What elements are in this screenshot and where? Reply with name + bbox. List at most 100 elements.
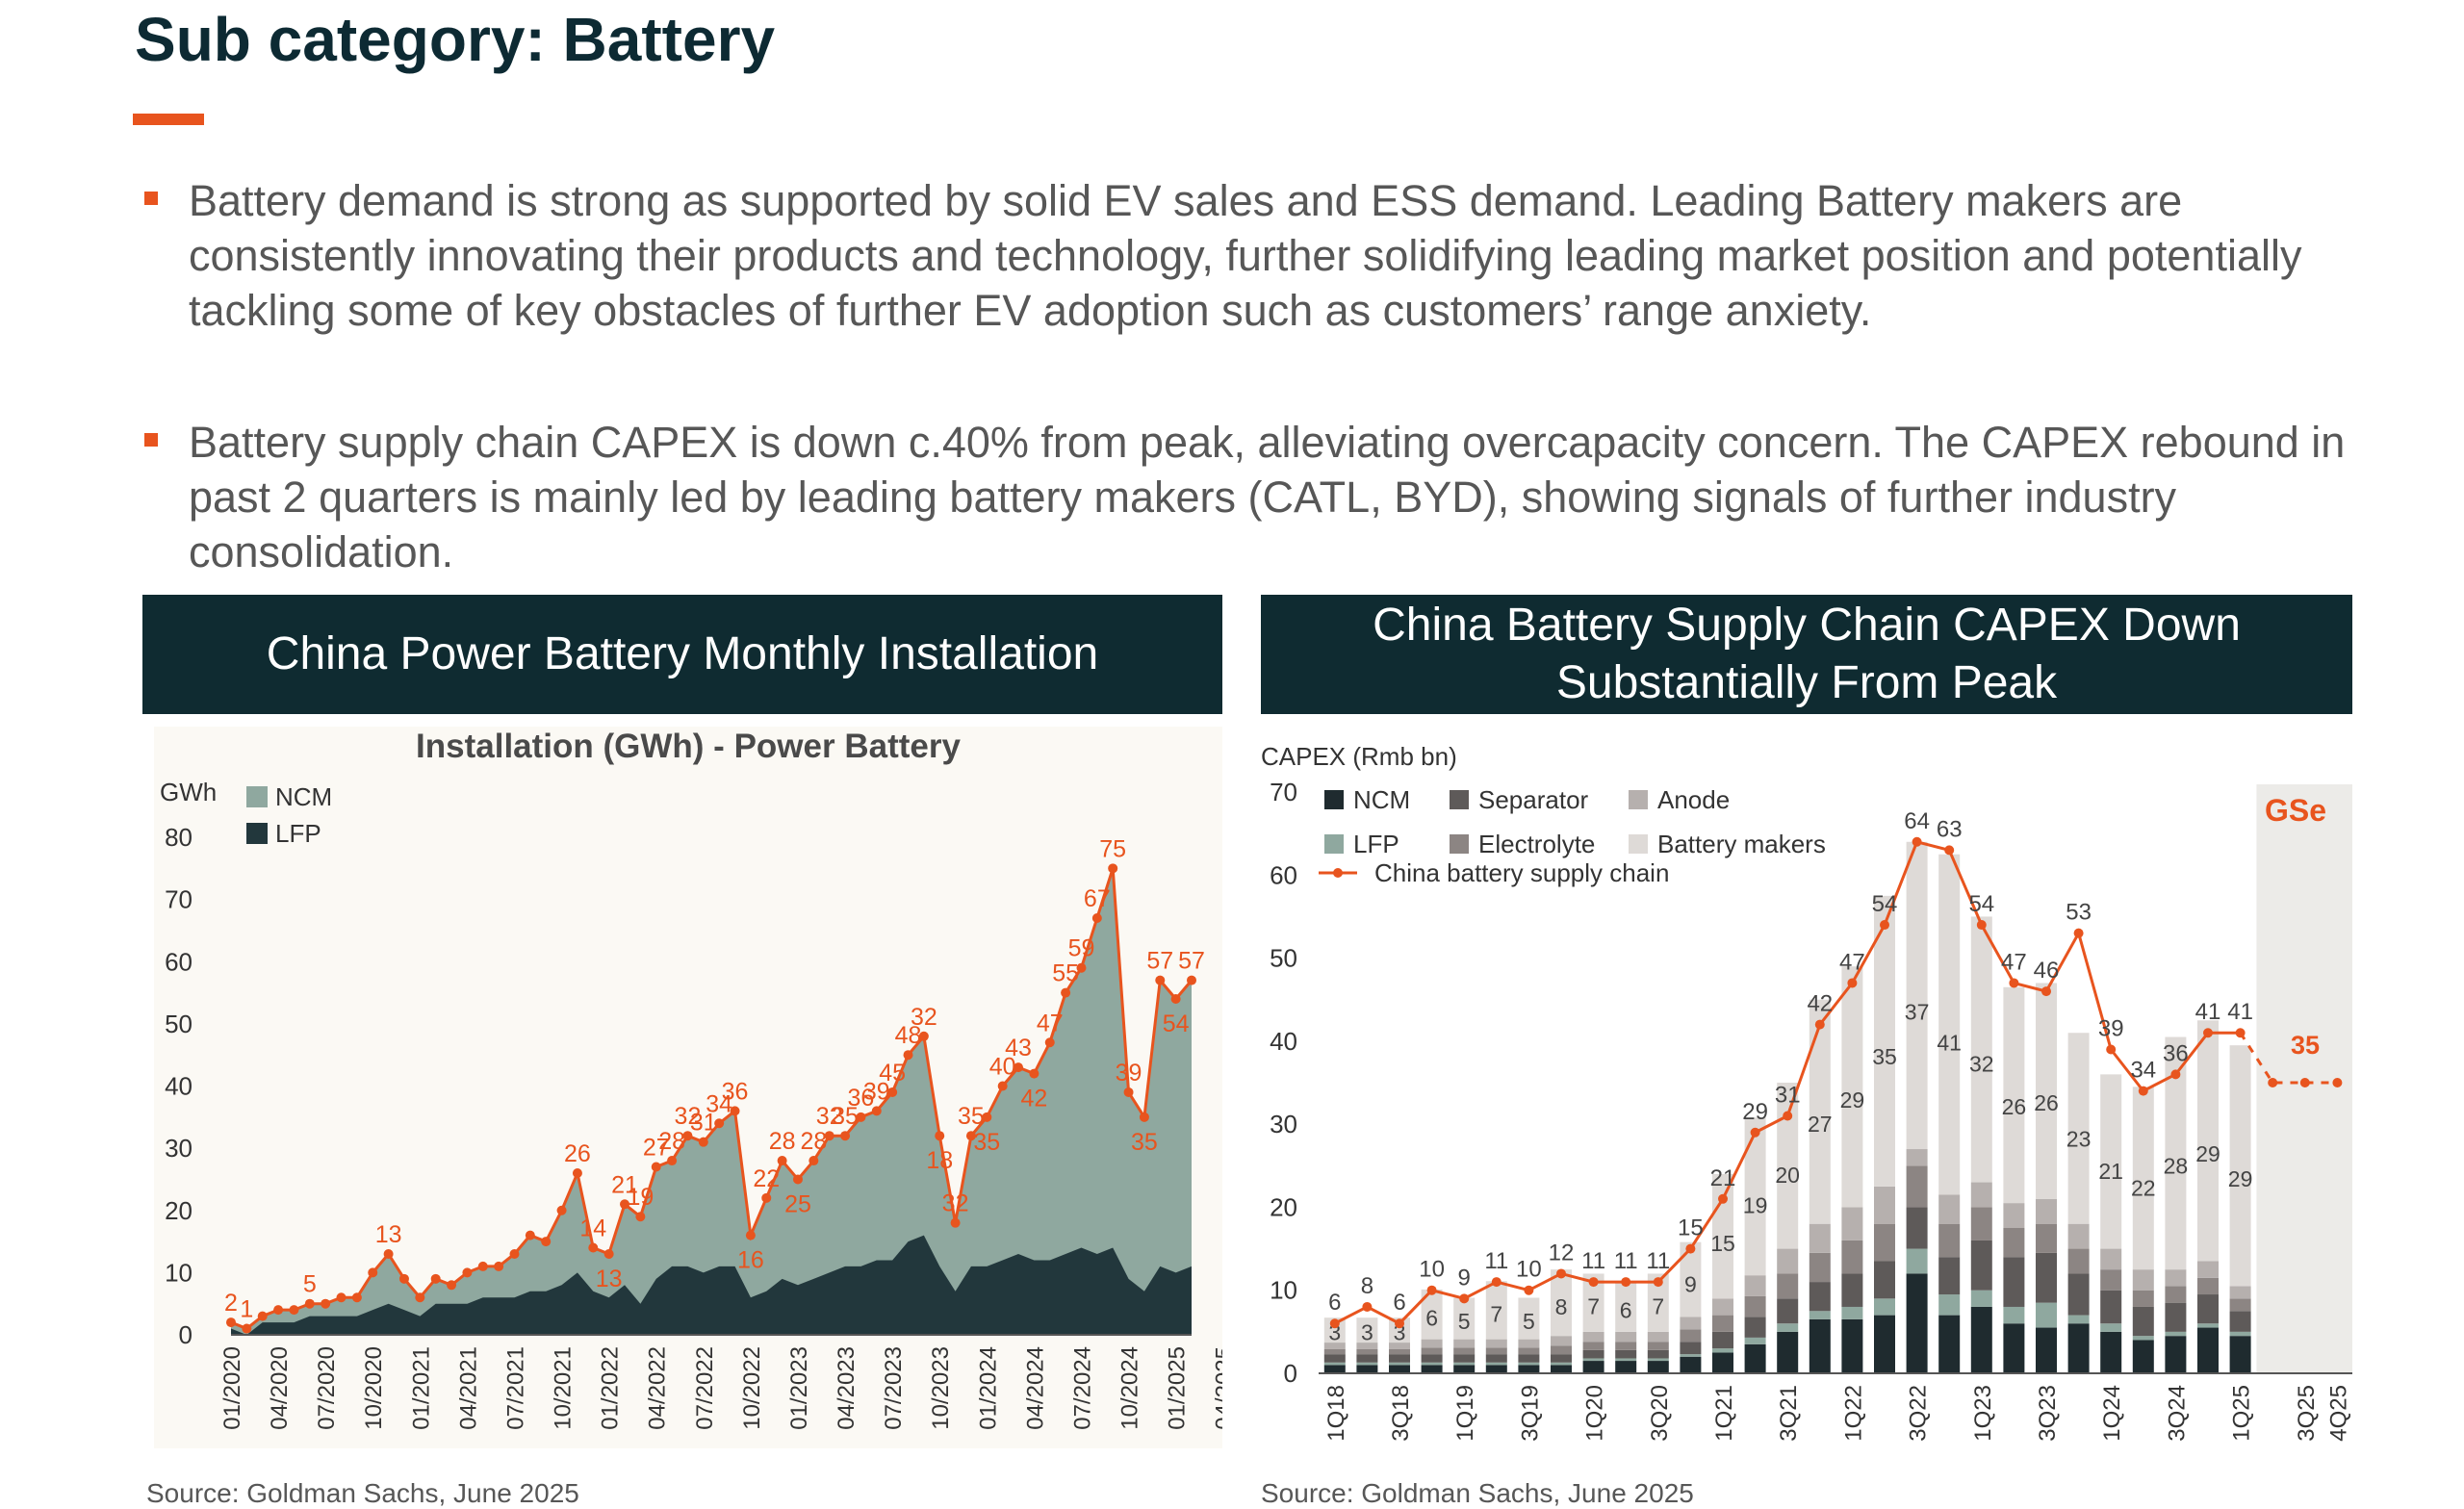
battery-maker-value-label: 28 bbox=[2164, 1153, 2189, 1178]
bar-segment bbox=[1551, 1269, 1572, 1337]
total-point bbox=[777, 1156, 787, 1166]
bar-segment bbox=[1551, 1365, 1572, 1373]
total-point bbox=[304, 1298, 315, 1309]
capex-total-label: 63 bbox=[1937, 816, 1963, 842]
bar-segment bbox=[1453, 1365, 1476, 1373]
capex-total-label: 11 bbox=[1646, 1248, 1670, 1274]
x-tick-label: 07/2020 bbox=[314, 1346, 340, 1430]
bar-segment bbox=[1970, 1290, 1992, 1307]
x-tick-label: 01/2023 bbox=[786, 1346, 812, 1430]
bar-segment bbox=[1680, 1342, 1702, 1355]
bar-segment bbox=[2165, 1036, 2187, 1270]
bar-segment bbox=[1389, 1354, 1410, 1363]
battery-maker-value-label: 3 bbox=[1361, 1319, 1373, 1344]
bar-segment bbox=[1356, 1348, 1378, 1355]
bar-segment bbox=[2132, 1336, 2154, 1341]
bar-segment bbox=[1582, 1273, 1604, 1332]
bar-segment bbox=[1551, 1336, 1572, 1346]
total-point bbox=[351, 1292, 362, 1303]
capex-chart: GSe CAPEX (Rmb bn) 0 10 20 30 40 50 60 70 NCM Separ… bbox=[1261, 742, 2362, 1442]
legend-swatch bbox=[1629, 790, 1648, 809]
data-label: 28 bbox=[658, 1128, 685, 1155]
total-point bbox=[792, 1174, 803, 1185]
total-point bbox=[1091, 913, 1102, 924]
total-point bbox=[1108, 863, 1118, 874]
total-point bbox=[336, 1292, 346, 1303]
bar-segment bbox=[1680, 1241, 1702, 1317]
bar-segment bbox=[2197, 1327, 2219, 1373]
total-point bbox=[447, 1280, 457, 1291]
bar-segment bbox=[1680, 1356, 1702, 1373]
x-tick-label: 01/2024 bbox=[975, 1346, 1001, 1430]
data-label: 13 bbox=[596, 1266, 623, 1292]
battery-maker-value-label: 27 bbox=[1808, 1112, 1833, 1137]
bar-segment bbox=[1938, 1257, 1961, 1295]
bar-segment bbox=[1906, 841, 1928, 1150]
battery-maker-value-label: 35 bbox=[1872, 1044, 1897, 1069]
capex-total-point bbox=[1426, 1285, 1437, 1295]
bar-segment bbox=[2100, 1323, 2122, 1332]
data-label: 22 bbox=[753, 1165, 780, 1192]
bullet-text: Battery supply chain CAPEX is down c.40%… bbox=[189, 418, 2346, 576]
data-label: 32 bbox=[942, 1190, 969, 1217]
chart-title: Installation (GWh) - Power Battery bbox=[416, 728, 961, 765]
data-label: 5 bbox=[303, 1271, 317, 1298]
x-tick-label: 3Q21 bbox=[1776, 1385, 1802, 1442]
bar-segment bbox=[2229, 1336, 2251, 1373]
bar-segment bbox=[1712, 1331, 1733, 1349]
battery-maker-value-label: 26 bbox=[2034, 1090, 2059, 1115]
bar-segment bbox=[1518, 1297, 1540, 1340]
bullet-item: Battery supply chain CAPEX is down c.40%… bbox=[144, 415, 2374, 579]
total-point bbox=[383, 1248, 394, 1259]
data-label: 47 bbox=[1037, 1010, 1064, 1036]
bar-segment bbox=[2197, 1277, 2219, 1295]
capex-total-label: 6 bbox=[1328, 1290, 1341, 1316]
y-tick-label: 30 bbox=[165, 1134, 192, 1163]
bar-segment bbox=[2132, 1306, 2154, 1337]
bar-segment bbox=[1485, 1281, 1507, 1340]
capex-total-point bbox=[1847, 978, 1858, 988]
battery-maker-value-label: 21 bbox=[2098, 1159, 2123, 1184]
capex-total-label: 6 bbox=[1393, 1290, 1405, 1316]
bar-segment bbox=[1323, 1343, 1346, 1349]
bar-segment bbox=[1356, 1354, 1378, 1363]
capex-total-label: 11 bbox=[1484, 1248, 1508, 1274]
bar-segment bbox=[1615, 1282, 1637, 1332]
bar-segment bbox=[1874, 895, 1895, 1187]
x-tick-label: 04/2022 bbox=[645, 1346, 671, 1430]
bar-segment bbox=[1906, 1165, 1928, 1208]
x-tick-label: 1Q21 bbox=[1711, 1385, 1737, 1442]
total-point bbox=[620, 1199, 630, 1210]
capex-total-point bbox=[2203, 1028, 2213, 1038]
data-label: 2 bbox=[224, 1290, 238, 1317]
bar-segment bbox=[1970, 1240, 1992, 1291]
bar-segment bbox=[1777, 1273, 1799, 1299]
ncm-area bbox=[231, 868, 1192, 1335]
battery-maker-value-label: 15 bbox=[1710, 1231, 1735, 1256]
total-point bbox=[1123, 1087, 1134, 1097]
bar-segment bbox=[1485, 1347, 1507, 1355]
bar-segment bbox=[1874, 1315, 1895, 1373]
capex-total-point bbox=[1395, 1318, 1404, 1329]
capex-total-point bbox=[1329, 1318, 1340, 1329]
data-label: 48 bbox=[895, 1022, 922, 1049]
bar-segment bbox=[1453, 1339, 1476, 1348]
battery-maker-value-label: 26 bbox=[2002, 1094, 2027, 1119]
bar-segment bbox=[1615, 1331, 1637, 1343]
bar-segment bbox=[1647, 1342, 1669, 1350]
bar-segment bbox=[2067, 1248, 2090, 1274]
bar-segment bbox=[1453, 1347, 1476, 1355]
bar-segment bbox=[2003, 1257, 2025, 1307]
capex-total-label: 47 bbox=[2001, 949, 2027, 975]
bar-segment bbox=[1485, 1339, 1507, 1348]
x-tick-label: 04/2024 bbox=[1022, 1346, 1048, 1430]
total-point bbox=[462, 1267, 473, 1278]
legend-swatch bbox=[1450, 790, 1469, 809]
bar-segment bbox=[2197, 1261, 2219, 1278]
capex-total-point bbox=[2041, 986, 2051, 997]
bar-segment bbox=[1485, 1354, 1507, 1363]
data-label: 55 bbox=[1052, 960, 1079, 987]
bar-segment bbox=[2036, 1327, 2057, 1373]
bar-segment bbox=[1518, 1339, 1540, 1348]
capex-total-point bbox=[1976, 920, 1987, 931]
